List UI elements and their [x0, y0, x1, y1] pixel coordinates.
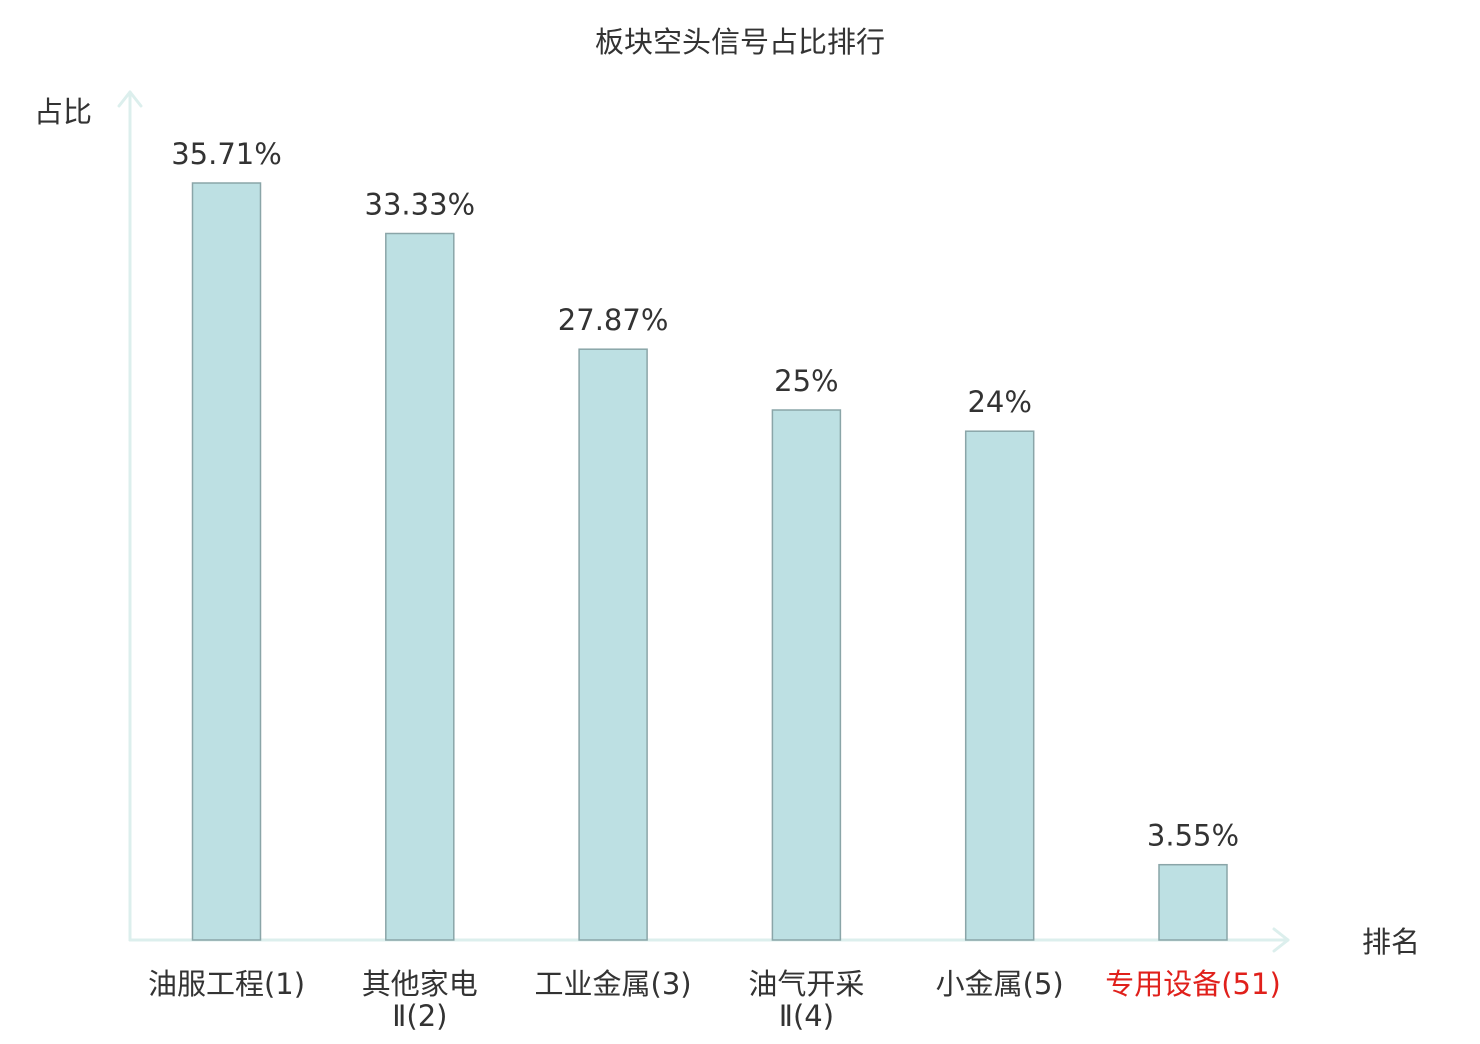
bar-3	[578, 348, 648, 941]
y-axis-arrow	[117, 90, 143, 108]
value-label-3: 27.87%	[558, 303, 669, 337]
category-label-6-line-1: 专用设备(51)	[1105, 967, 1281, 1001]
category-label-5-line-1: 小金属(5)	[936, 967, 1064, 1001]
category-label-2: 其他家电 Ⅱ(2)	[362, 967, 478, 1033]
category-labels-group: 油服工程(1) 其他家电 Ⅱ(2) 工业金属(3) 油气开采 Ⅱ(4) 小金属(5) 专用设备…	[148, 967, 1281, 1033]
value-label-6: 3.55%	[1147, 819, 1239, 853]
category-label-2-line-2: Ⅱ(2)	[392, 999, 447, 1033]
category-label-1: 油服工程(1)	[148, 967, 305, 1001]
value-labels-group: 35.71% 33.33% 27.87% 25% 24% 3.55%	[171, 137, 1239, 853]
axes	[117, 90, 1290, 953]
category-label-4-line-2: Ⅱ(4)	[779, 999, 834, 1033]
bar-5	[964, 430, 1035, 941]
bar-6	[1158, 863, 1228, 941]
value-label-2: 33.33%	[365, 188, 476, 222]
category-label-1-line-1: 油服工程(1)	[148, 967, 305, 1001]
category-label-3-line-1: 工业金属(3)	[535, 967, 692, 1001]
category-label-4: 油气开采 Ⅱ(4)	[748, 967, 864, 1033]
value-label-4: 25%	[774, 364, 838, 398]
category-label-2-line-1: 其他家电	[362, 967, 478, 1001]
category-label-6: 专用设备(51)	[1105, 967, 1281, 1001]
x-axis-arrow	[1272, 927, 1290, 953]
x-axis-label: 排名	[1362, 925, 1420, 959]
value-label-1: 35.71%	[171, 137, 282, 171]
category-label-3: 工业金属(3)	[535, 967, 692, 1001]
bar-1	[191, 182, 262, 941]
bars-group	[191, 182, 1228, 941]
category-label-4-line-1: 油气开采	[748, 967, 864, 1001]
bar-2	[385, 232, 455, 941]
bar-4	[771, 409, 842, 941]
chart-title: 板块空头信号占比排行	[595, 25, 885, 59]
category-label-5: 小金属(5)	[936, 967, 1064, 1001]
y-axis-label: 占比	[34, 95, 92, 129]
value-label-5: 24%	[967, 385, 1031, 419]
